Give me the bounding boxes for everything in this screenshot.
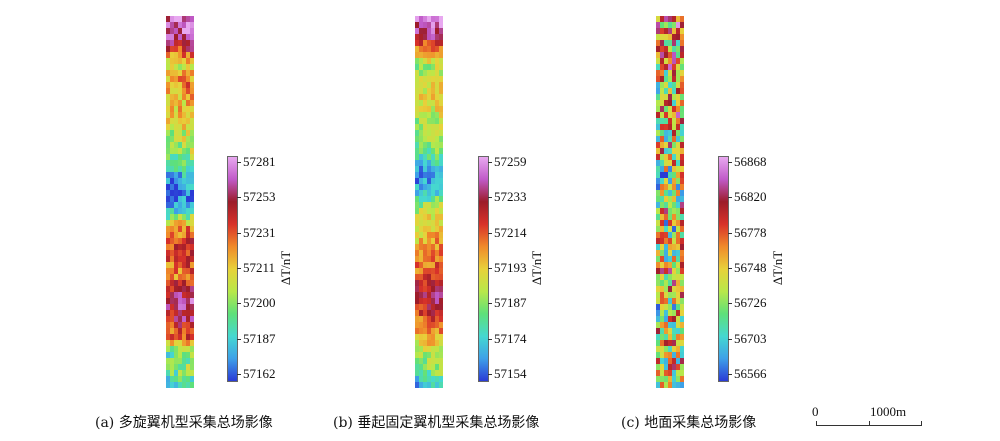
unit-label-a: ΔT/nT (278, 250, 294, 286)
colorbar-tick-mark (237, 338, 241, 340)
colorbar-tick-mark (728, 268, 732, 269)
scale-bar: 0 1000m (812, 404, 924, 434)
caption-b: (b) 垂起固定翼机型采集总场影像 (333, 415, 540, 431)
unit-label-c: ΔT/nT (770, 250, 786, 286)
colorbar-tick-label: 57187 (494, 295, 527, 311)
colorbar-tick-mark (488, 162, 492, 163)
colorbar-b (478, 156, 489, 382)
colorbar-tick-label: 57253 (243, 189, 276, 205)
colorbar-tick-label: 57154 (494, 366, 527, 381)
colorbar-tick-mark (488, 232, 492, 234)
magnetic-strip-map-b (415, 16, 443, 388)
colorbar-tick-mark (728, 197, 732, 199)
magnetic-strip-map-a (166, 16, 194, 388)
colorbar-a (227, 156, 238, 382)
colorbar-tick-mark (488, 374, 492, 375)
strip-image-a (166, 16, 194, 388)
colorbar-tick-mark (237, 162, 241, 163)
colorbar-tick-label: 57200 (243, 295, 276, 311)
scale-bar-tick-start (816, 421, 817, 426)
magnetic-strip-map-c (656, 16, 684, 388)
colorbar-tick-mark (237, 268, 241, 269)
colorbar-tick-mark (488, 338, 492, 340)
colorbar-tick-mark (728, 374, 732, 375)
colorbar-tick-mark (488, 303, 492, 305)
scale-bar-tick-end (921, 421, 922, 426)
colorbar-tick-label: 56748 (734, 260, 767, 275)
colorbar-tick-label: 57259 (494, 154, 527, 169)
colorbar-tick-label: 57211 (243, 260, 276, 275)
colorbar-tick-mark (728, 338, 732, 340)
colorbar-tick-mark (237, 197, 241, 199)
colorbar-tick-label: 57162 (243, 366, 276, 381)
colorbar-tick-mark (237, 303, 241, 305)
colorbar-tick-label: 57214 (494, 224, 527, 240)
colorbar-tick-label: 56566 (734, 366, 767, 381)
colorbar-tick-mark (728, 303, 732, 305)
strip-image-c (656, 16, 684, 388)
colorbar-tick-label: 56820 (734, 189, 767, 205)
colorbar-tick-mark (728, 232, 732, 234)
colorbar-tick-label: 57231 (243, 224, 276, 240)
colorbar-tick-label: 57233 (494, 189, 527, 205)
colorbar-tick-label: 57281 (243, 154, 276, 169)
scale-bar-end-label: 1000m (870, 404, 907, 419)
colorbar-tick-label: 56868 (734, 154, 767, 169)
colorbar-tick-mark (728, 162, 732, 163)
caption-c: (c) 地面采集总场影像 (621, 415, 757, 431)
colorbar-tick-mark (488, 268, 492, 269)
colorbar-tick-label: 56703 (734, 330, 767, 346)
colorbar-c (718, 156, 729, 382)
scale-bar-tick-mid (869, 421, 870, 426)
unit-label-b: ΔT/nT (529, 250, 545, 286)
caption-a: (a) 多旋翼机型采集总场影像 (95, 415, 273, 431)
colorbar-tick-mark (488, 197, 492, 199)
colorbar-tick-mark (237, 374, 241, 375)
colorbar-tick-label: 57187 (243, 330, 276, 346)
colorbar-tick-label: 57193 (494, 260, 527, 275)
colorbar-tick-label: 56726 (734, 295, 767, 311)
colorbar-tick-label: 56778 (734, 224, 767, 240)
colorbar-tick-label: 57174 (494, 330, 527, 346)
colorbar-tick-mark (237, 232, 241, 234)
scale-bar-start-label: 0 (812, 404, 819, 419)
strip-image-b (415, 16, 443, 388)
